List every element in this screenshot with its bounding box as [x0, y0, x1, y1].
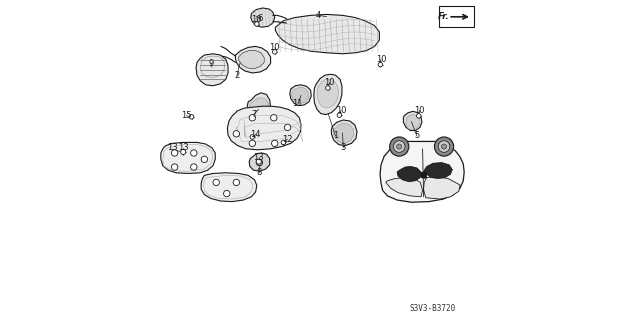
Circle shape	[337, 113, 342, 117]
Circle shape	[191, 164, 197, 170]
Polygon shape	[386, 178, 423, 197]
Polygon shape	[380, 141, 464, 202]
Polygon shape	[333, 123, 354, 143]
Circle shape	[417, 114, 421, 118]
Polygon shape	[238, 51, 264, 69]
Polygon shape	[332, 120, 357, 146]
Circle shape	[390, 137, 409, 156]
Circle shape	[233, 179, 240, 186]
Circle shape	[281, 140, 286, 145]
Circle shape	[273, 50, 277, 54]
Polygon shape	[290, 85, 311, 106]
Text: 1: 1	[333, 132, 338, 140]
Text: 7: 7	[251, 110, 256, 119]
Text: 10: 10	[325, 78, 335, 87]
Text: 13: 13	[254, 153, 264, 162]
Polygon shape	[249, 98, 268, 118]
Polygon shape	[228, 106, 301, 150]
Text: 10: 10	[252, 15, 262, 24]
Text: 12: 12	[282, 135, 293, 144]
Text: 8: 8	[257, 168, 262, 177]
Circle shape	[438, 141, 450, 152]
Polygon shape	[275, 14, 379, 54]
Polygon shape	[403, 111, 422, 131]
Circle shape	[171, 150, 178, 156]
Circle shape	[394, 141, 405, 152]
Text: 10: 10	[414, 106, 425, 115]
Polygon shape	[292, 87, 309, 104]
Circle shape	[255, 22, 259, 26]
Circle shape	[397, 144, 402, 149]
Circle shape	[201, 156, 207, 163]
Polygon shape	[247, 93, 271, 120]
Circle shape	[434, 137, 454, 156]
Text: 10: 10	[376, 55, 386, 64]
Text: 3: 3	[340, 143, 346, 152]
Circle shape	[224, 190, 230, 197]
Polygon shape	[397, 166, 421, 182]
Text: 11: 11	[292, 100, 303, 108]
Polygon shape	[201, 173, 257, 202]
Circle shape	[233, 131, 240, 137]
Circle shape	[249, 140, 256, 147]
Circle shape	[190, 115, 194, 119]
Text: 5: 5	[414, 132, 420, 140]
Polygon shape	[406, 115, 420, 130]
Text: 9: 9	[208, 59, 214, 68]
Text: 13: 13	[167, 143, 178, 152]
Text: 6: 6	[257, 14, 262, 23]
Text: S3V3-B3720: S3V3-B3720	[410, 304, 456, 313]
Polygon shape	[249, 153, 269, 171]
Circle shape	[249, 115, 256, 121]
Polygon shape	[424, 177, 460, 199]
Text: 10: 10	[336, 106, 346, 115]
Text: 10: 10	[269, 43, 280, 52]
Polygon shape	[235, 46, 271, 73]
Circle shape	[250, 135, 255, 139]
Circle shape	[271, 140, 278, 147]
Text: 4: 4	[316, 11, 321, 20]
Polygon shape	[317, 79, 339, 108]
Polygon shape	[161, 142, 215, 173]
Polygon shape	[424, 163, 453, 179]
Bar	[439, 6, 474, 27]
Text: 15: 15	[181, 111, 191, 120]
Circle shape	[181, 149, 186, 155]
Circle shape	[171, 164, 178, 170]
Circle shape	[256, 159, 262, 166]
Circle shape	[441, 144, 446, 149]
Circle shape	[326, 86, 330, 90]
Circle shape	[213, 179, 219, 186]
Polygon shape	[251, 8, 275, 27]
Text: 2: 2	[235, 71, 240, 80]
Text: 14: 14	[250, 130, 261, 139]
Circle shape	[256, 159, 261, 164]
Circle shape	[271, 115, 277, 121]
Text: 13: 13	[178, 143, 188, 152]
Polygon shape	[314, 74, 342, 115]
Circle shape	[285, 124, 291, 131]
Text: Fr.: Fr.	[437, 12, 450, 21]
Circle shape	[378, 62, 382, 67]
Polygon shape	[196, 54, 228, 86]
Polygon shape	[421, 171, 427, 179]
Circle shape	[191, 150, 197, 156]
